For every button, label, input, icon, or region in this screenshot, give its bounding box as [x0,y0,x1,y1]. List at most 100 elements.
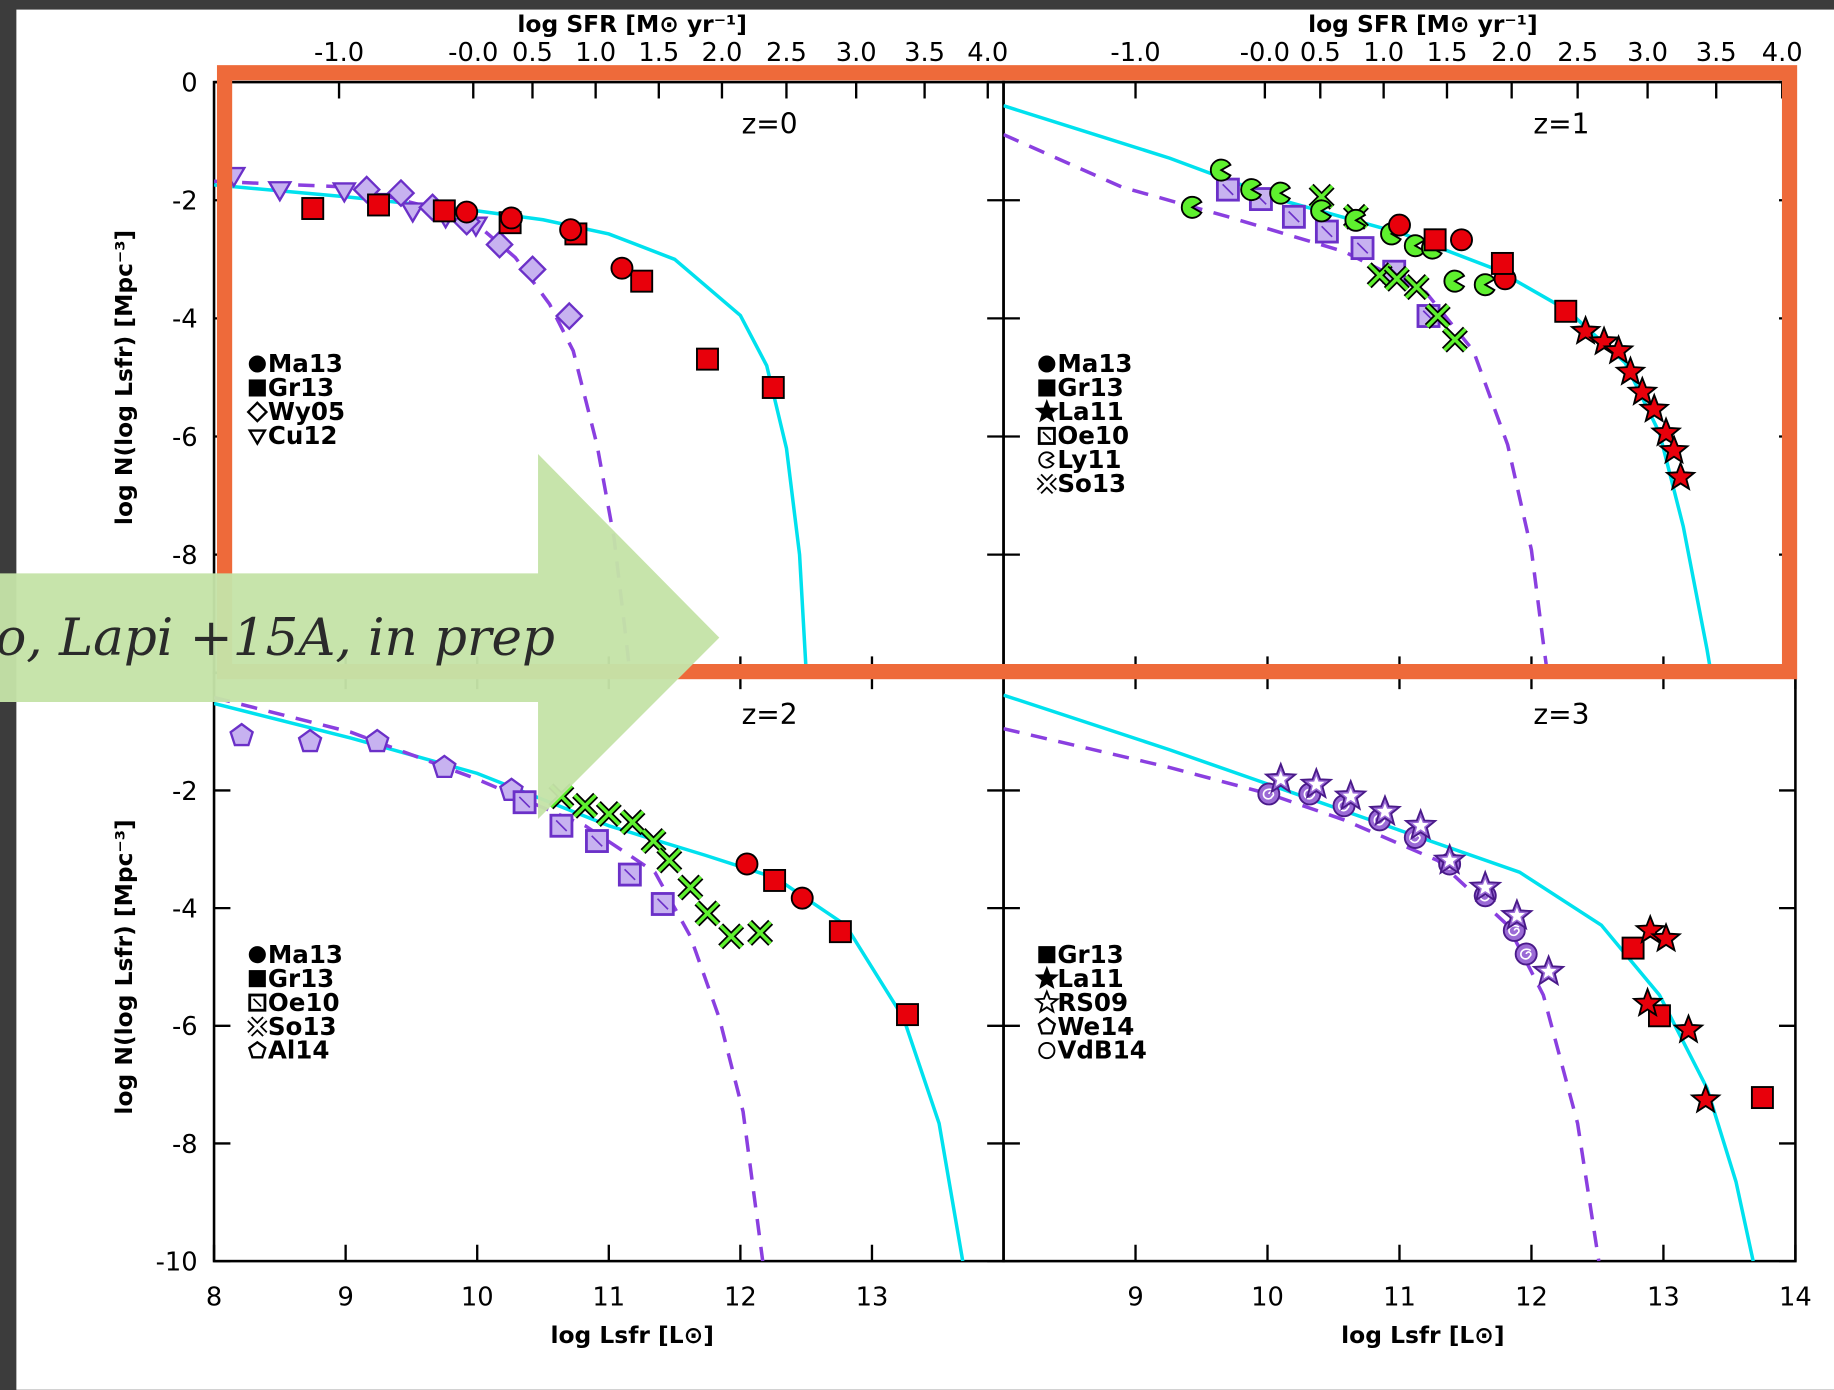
marker-shape [1038,379,1056,397]
marker-shape [1569,314,1602,345]
marker-shape [559,218,583,242]
marker-shape [1621,936,1645,960]
x-tick-label: 11 [592,1283,625,1313]
legend-entry: VdB14 [1038,1036,1147,1065]
data-point [432,199,456,223]
data-point [1383,265,1410,292]
legend-label: Wy05 [268,397,345,426]
data-point [1490,251,1514,275]
marker-shape [719,924,743,949]
x-tick-label: 12 [724,1283,757,1313]
model-dashed-line [214,695,765,1262]
data-point [1450,228,1473,252]
marker-shape [248,355,266,373]
data-point [1333,778,1368,811]
legend-order-anchor: VdB14 [1056,1058,1060,1060]
legend-order-anchor: Cu12 [267,443,270,445]
plot-area [214,166,808,673]
data-point [1631,986,1664,1018]
legend-label: Al14 [268,1036,330,1065]
legend-entry: So13 [247,1012,337,1041]
marker-shape [1404,275,1429,299]
data-point [696,347,719,371]
marker-shape [656,898,669,910]
data-point [630,269,654,293]
data-point [512,790,537,815]
panel-annotation: z=3 [1533,698,1589,731]
marker-shape [455,200,479,224]
x2-tick-label: 1.5 [638,38,679,68]
marker-shape [248,1017,267,1036]
legend-entry: Oe10 [248,988,340,1017]
marker-shape [1508,907,1525,923]
marker-shape [748,921,772,945]
marker-shape [1403,234,1426,258]
x2-tick-label: 3.0 [1627,38,1668,68]
data-point [549,813,574,838]
marker-shape [1376,803,1393,819]
x2-tick-label: 3.5 [904,38,945,68]
data-point [718,923,745,950]
marker-shape [518,255,547,284]
marker-shape [696,347,719,371]
y-tick-label: -8 [172,1130,198,1160]
data-point [1424,303,1451,330]
data-point [1281,204,1306,229]
x2-tick-label: -1.0 [314,38,364,68]
data-point [1689,1083,1722,1114]
data-point [1499,897,1534,931]
data-point [1638,392,1671,423]
model-line [1003,693,1755,1262]
legend-label: Oe10 [268,988,340,1017]
marker-shape [248,379,266,397]
marker-shape [1443,327,1467,352]
marker-shape [432,199,456,223]
marker-shape [386,178,416,208]
data-point [1432,842,1467,875]
marker-shape [1450,228,1473,252]
legend-entry: Cu12 [247,421,338,450]
marker-shape [1520,948,1532,960]
marker-shape [1638,392,1671,423]
marker-shape [247,429,267,446]
data-point [1588,325,1620,356]
arrow [0,454,720,819]
arrow-text: o, Lapi +15A, in prep [0,608,555,668]
legend-label: Ma13 [1057,349,1132,378]
marker-shape [1631,986,1664,1018]
marker-shape [1356,242,1369,254]
x-axis-label: log Lsfr [L⊙] [1341,1321,1504,1349]
x2-tick-label: 2.0 [702,38,743,68]
data-point [619,809,646,836]
legend-label: So13 [268,1012,337,1041]
legend-label: Gr13 [268,964,334,993]
marker-shape [630,269,654,293]
data-point [229,722,255,747]
data-point [1269,181,1292,205]
y-tick-label: -8 [172,541,198,571]
marker-shape [1602,334,1635,365]
plot-area [214,695,965,1262]
y-tick-label: -6 [172,423,198,453]
x2-tick-label: 1.5 [1427,38,1468,68]
marker-shape [1634,913,1667,945]
marker-shape [246,401,269,423]
legend-label: Oe10 [1057,421,1129,450]
legend-entry: So13 [1036,469,1126,498]
data-point [595,800,622,827]
marker-shape [1425,304,1450,328]
data-point [1514,942,1538,966]
legend-label: Cu12 [268,421,338,450]
marker-shape [1540,963,1557,979]
marker-shape [364,728,390,753]
data-point [1473,273,1496,297]
marker-shape [1412,817,1429,833]
data-point [1403,807,1438,841]
marker-shape [229,722,255,747]
legend-label: Ma13 [268,349,343,378]
data-point [1209,158,1232,182]
plot-area [1003,693,1774,1262]
data-point [1263,761,1298,794]
data-point [1602,334,1635,365]
marker-shape [790,886,814,910]
